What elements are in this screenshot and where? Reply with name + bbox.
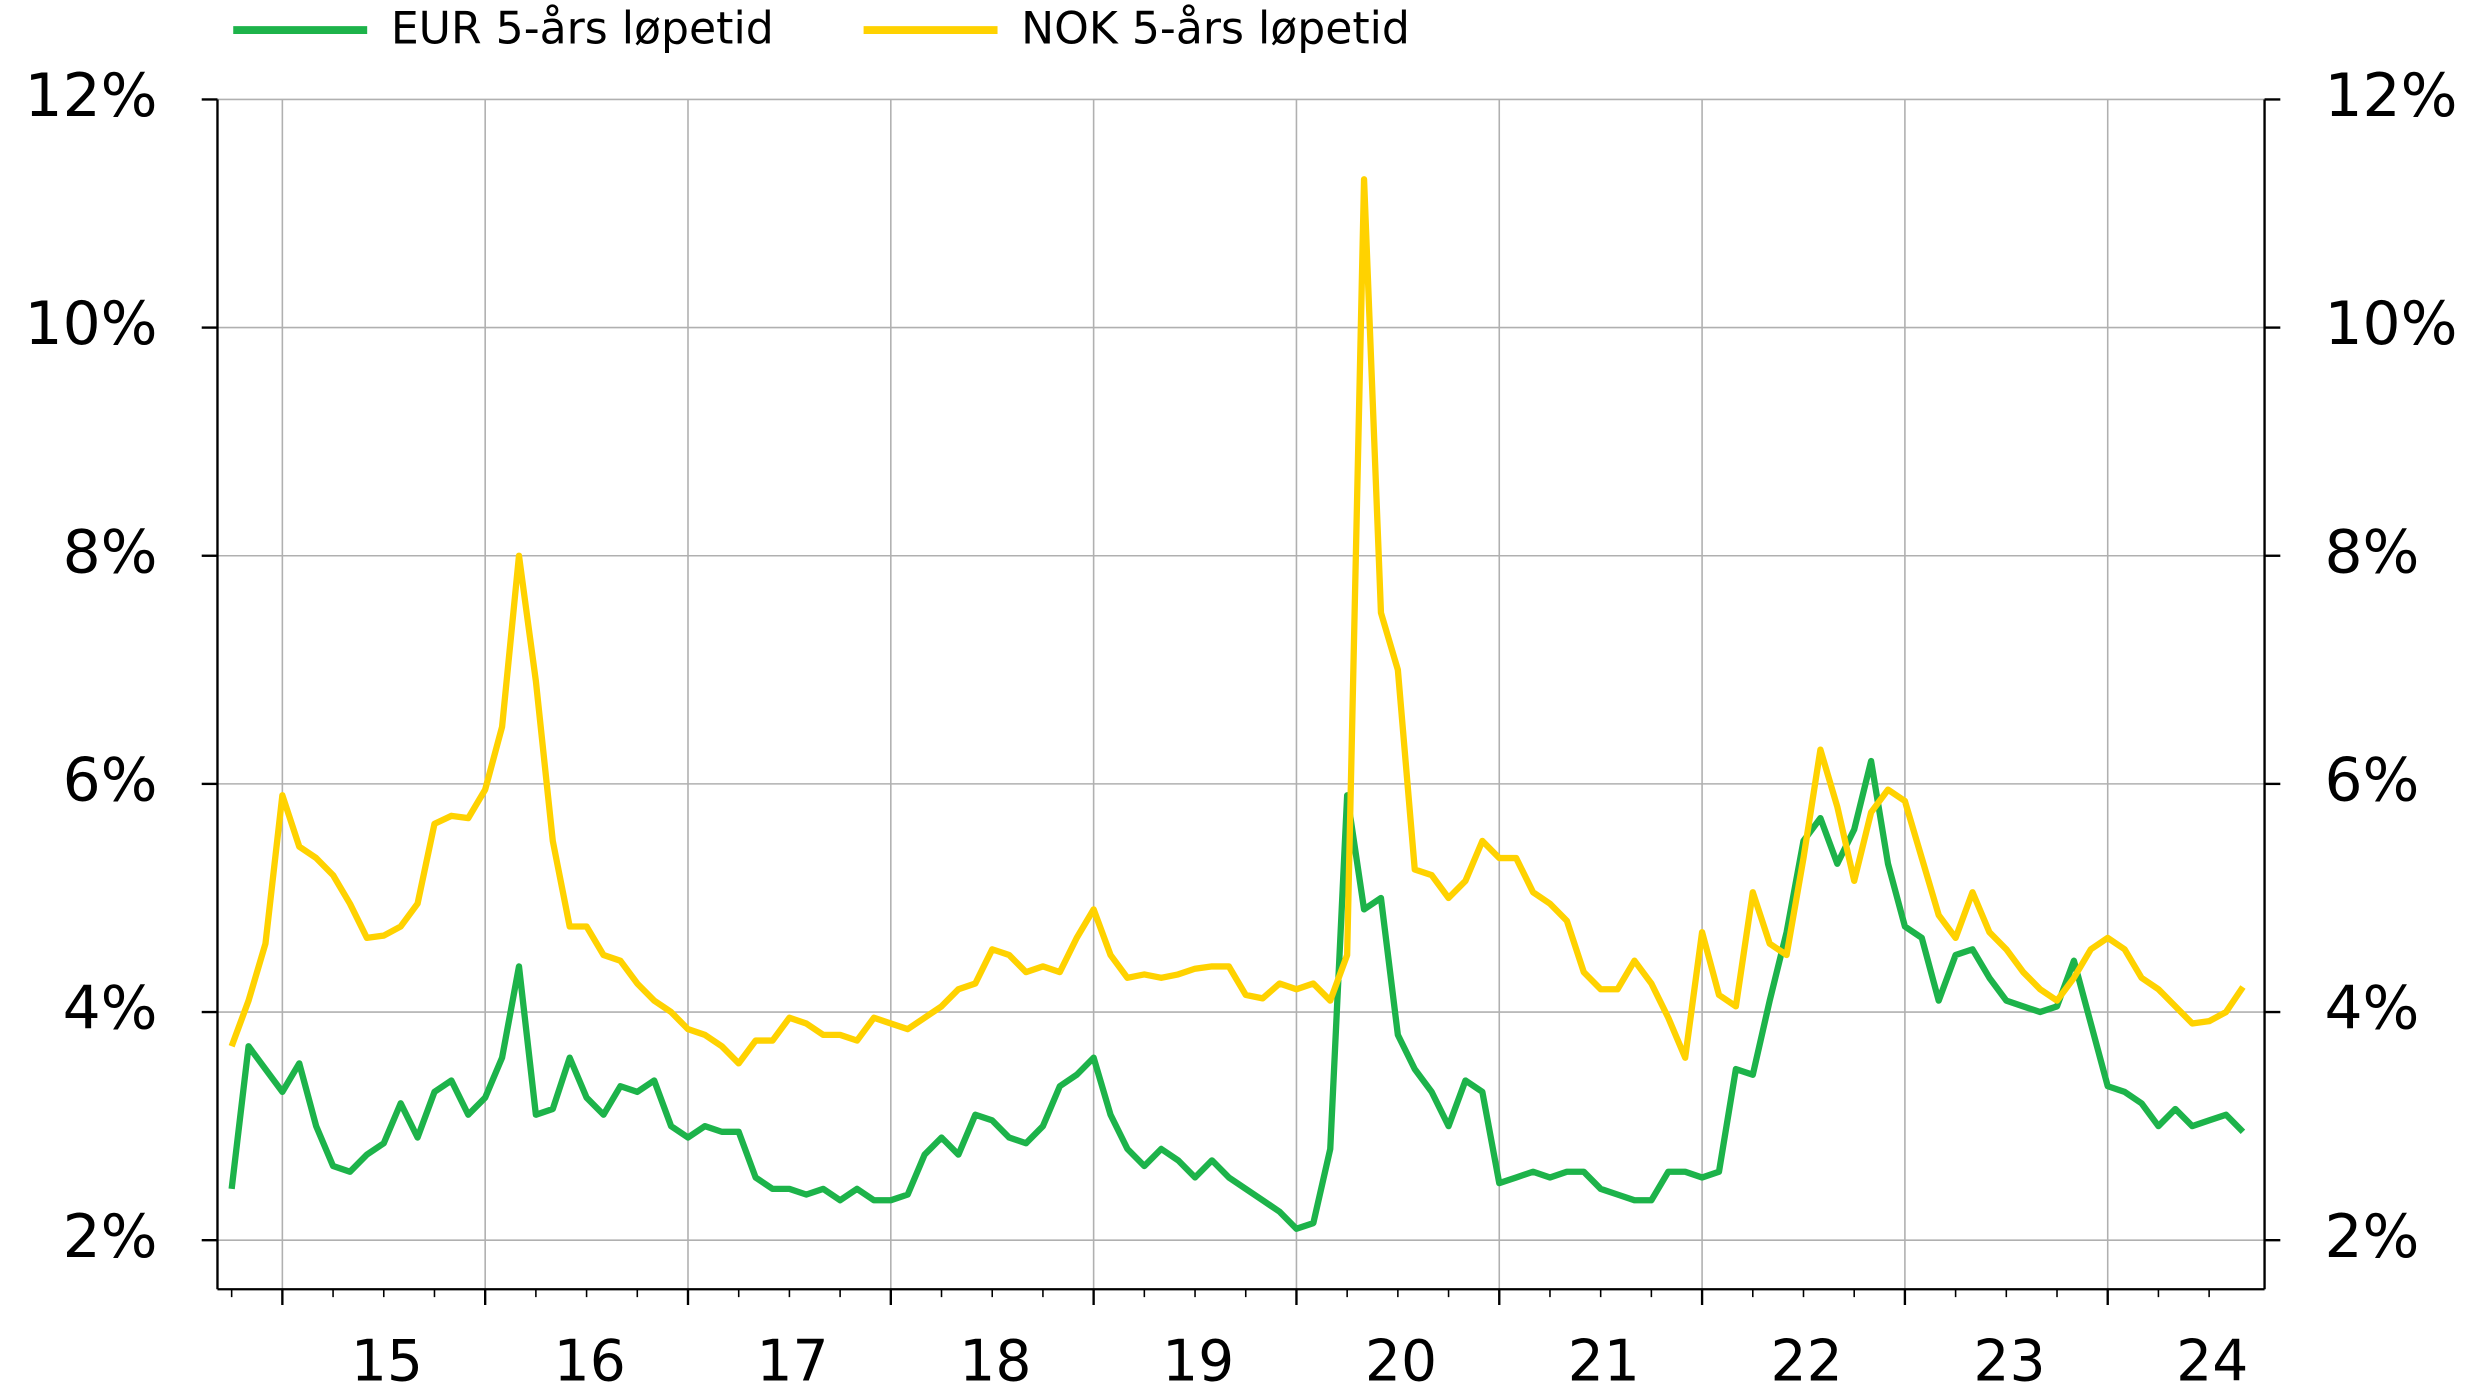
x-tick-label: 20 (1365, 1329, 1437, 1395)
y2-tick-label: 6% (2324, 745, 2419, 815)
x-tick-label: 17 (756, 1329, 828, 1395)
x-tick-label: 15 (351, 1329, 423, 1395)
y-tick-label: 12% (24, 61, 157, 131)
y-tick-label: 6% (63, 745, 158, 815)
series-line (228, 176, 2246, 1067)
x-tick-label: 23 (1973, 1329, 2045, 1395)
y2-tick-label: 12% (2324, 61, 2457, 131)
x-tick-label: 16 (554, 1329, 626, 1395)
y-tick-label: 4% (63, 974, 158, 1044)
y2-tick-label: 8% (2324, 517, 2419, 587)
y2-tick-label: 4% (2324, 974, 2419, 1044)
x-tick-label: 18 (959, 1329, 1031, 1395)
y2-tick-label: 2% (2324, 1202, 2419, 1272)
x-tick-label: 22 (1771, 1329, 1843, 1395)
y-tick-label: 2% (63, 1202, 158, 1272)
legend-label: EUR 5-års løpetid (391, 4, 774, 55)
x-tick-label: 19 (1162, 1329, 1234, 1395)
legend-label: NOK 5-års løpetid (1021, 4, 1410, 55)
y2-tick-label: 10% (2324, 289, 2457, 359)
x-tick-label: 21 (1568, 1329, 1640, 1395)
x-tick-label: 24 (2176, 1329, 2248, 1395)
y-tick-label: 10% (24, 289, 157, 359)
y-tick-label: 8% (63, 517, 158, 587)
series-line (228, 757, 2246, 1232)
